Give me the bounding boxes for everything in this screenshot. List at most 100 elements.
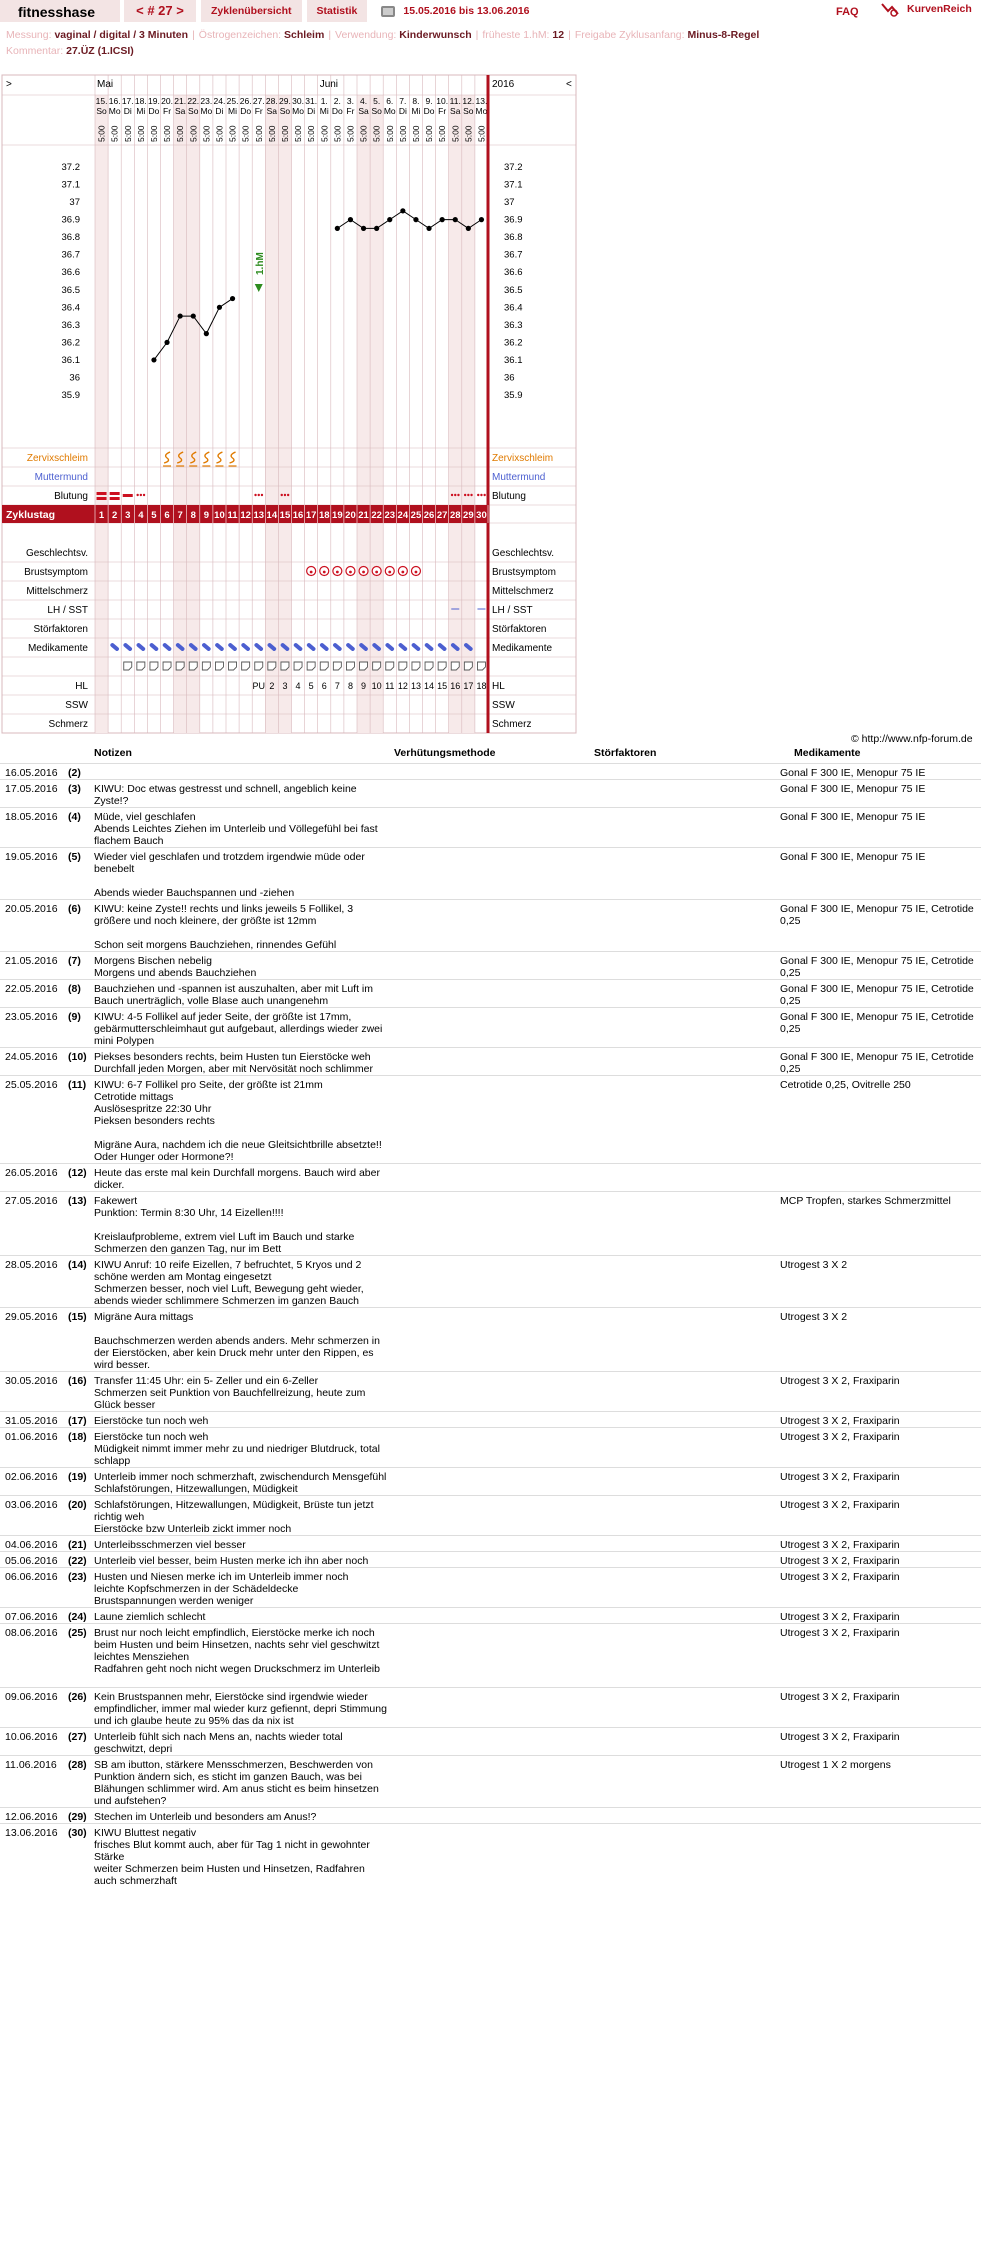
cycle-day: 30 [476,510,487,521]
ssw-label-right: SSW [492,700,515,711]
table-row: 05.06.2016 (22) Unterleib viel besser, bei… [0,1551,981,1567]
row-date: 26.05.2016 [5,1167,58,1179]
cycle-day: 15 [280,510,291,521]
date-label: 18. [135,96,147,106]
time-label: 5:00 [149,125,159,142]
copyright: © http://www.nfp-forum.de [851,733,973,745]
info-line-1: Messung: vaginal / digital / 3 Minuten | Ö… [6,29,760,41]
row-meds: Utrogest 3 X 2, Fraxiparin [780,1627,900,1639]
row-note: Fakewert Punktion: Termin 8:30 Uhr, 14 E… [94,1195,355,1255]
weekday-label: Fr [346,106,354,116]
weekend-column [95,95,109,505]
table-row: 31.05.2016 (17) Eierstöcke tun noch weh Utr… [0,1411,981,1427]
row-cycle-day: (20) [68,1499,87,1511]
zervix-symbol [176,451,184,464]
time-label: 5:00 [372,125,382,142]
weekday-label: Fr [438,106,446,116]
cycle-day: 5 [151,510,157,521]
date-label: 6. [386,96,393,106]
stats-button[interactable]: Statistik [306,0,368,22]
weekend-column [265,523,279,733]
spotting-mark [477,493,480,497]
info-line-2: Kommentar: 27.ÜZ (1.ICSI) [6,45,134,57]
temp-point [360,225,367,231]
logo-text[interactable]: KurvenReich [907,3,972,15]
cycle-day: 11 [228,510,239,521]
row-date: 01.06.2016 [5,1431,58,1443]
time-label: 5:00 [241,125,251,142]
time-label: 5:00 [188,125,198,142]
time-label: 5:00 [319,125,329,142]
y-tick-label: 36.2 [62,337,81,348]
weekday-label: Mo [292,106,304,116]
weekend-column [173,95,187,505]
temp-point [190,313,196,319]
table-row: 02.06.2016 (19) Unterleib immer noch schme… [0,1467,981,1495]
breast-icon-dot [414,570,418,574]
date-label: 20. [161,96,173,106]
pill-icon [202,643,211,651]
y-tick-label: 36.1 [62,355,81,366]
row-meds: Utrogest 3 X 2, Fraxiparin [780,1375,900,1387]
brust-label-right: Brustsymptom [492,567,556,578]
row-cycle-day: (13) [68,1195,87,1207]
cycle-nav[interactable]: < # 27 > [124,0,196,22]
hl-value: 13 [411,681,421,691]
row-note: Bauchziehen und -spannen ist auszuhalten… [94,983,374,1007]
spotting-mark [450,493,454,497]
row-cycle-day: (30) [68,1827,87,1839]
time-label: 5:00 [201,125,211,142]
overview-button[interactable]: Zyklenübersicht [201,0,302,22]
spotting-mark [470,493,473,497]
gv-label: Geschlechtsv. [26,548,88,559]
row-meds: Utrogest 3 X 2, Fraxiparin [780,1691,900,1703]
y-tick-label-right: 36.5 [504,285,523,296]
spotting-mark [467,493,470,497]
time-label: 5:00 [424,125,434,142]
row-note: Migräne Aura mittags Bauchschmerzen werd… [94,1311,380,1371]
row-cycle-day: (11) [68,1079,87,1091]
table-row: 17.05.2016 (3) KIWU: Doc etwas gestresst u… [0,779,981,807]
pill-icon [162,643,172,651]
weekend-column [186,523,200,733]
date-label: 26. [240,96,252,106]
time-label: 5:00 [476,125,486,142]
spotting-mark [286,493,290,497]
table-row: 25.05.2016 (11) KIWU: 6-7 Follikel pro Sei… [0,1075,981,1163]
cycle-day: 7 [178,510,183,521]
row-date: 08.06.2016 [5,1627,58,1639]
col-factors: Störfaktoren [594,747,657,759]
weekday-label: Di [399,106,407,116]
row-note: Unterleib immer noch schmerzhaft, zwisch… [94,1471,387,1495]
row-meds: Utrogest 3 X 2, Fraxiparin [780,1431,900,1443]
curve-logo-icon[interactable] [880,1,900,19]
weekend-column [461,523,475,733]
temp-point [426,225,432,231]
row-meds: MCP Tropfen, starkes Schmerzmittel [780,1195,951,1207]
row-note: Kein Brustspannen mehr, Eierstöcke sind … [94,1691,387,1727]
row-cycle-day: (18) [68,1431,87,1443]
weekend-column [357,95,371,505]
temp-point [465,225,471,231]
row-note: Wieder viel geschlafen und trotzdem irge… [94,851,365,899]
y-tick-label-right: 36.1 [504,355,523,366]
temp-point [452,217,458,223]
y-tick-label-right: 35.9 [504,390,523,401]
note-icon [149,661,159,671]
date-label: 2. [334,96,341,106]
hl-value: 16 [450,681,460,691]
faq-link[interactable]: FAQ [836,6,859,18]
weekday-label: So [96,106,107,116]
note-icon [293,661,303,671]
row-cycle-day: (21) [68,1539,87,1551]
cycle-day: 8 [191,510,196,521]
table-row: 06.06.2016 (23) Husten und Niesen merke ic… [0,1567,981,1607]
row-date: 22.05.2016 [5,983,58,995]
printer-icon[interactable] [381,5,396,17]
row-cycle-day: (28) [68,1759,87,1771]
row-date: 20.05.2016 [5,903,58,915]
cycle-day: 12 [240,510,251,521]
row-meds: Utrogest 3 X 2, Fraxiparin [780,1555,900,1567]
row-cycle-day: (22) [68,1555,87,1567]
top-bar: fitnesshase < # 27 > Zyklenübersicht Sta… [0,0,981,22]
